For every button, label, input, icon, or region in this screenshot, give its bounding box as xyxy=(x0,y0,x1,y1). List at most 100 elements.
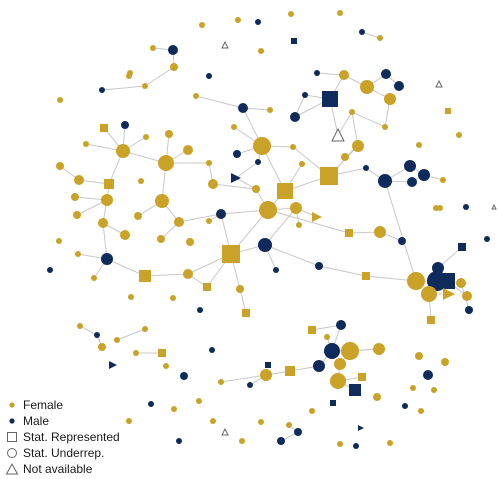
network-node xyxy=(183,145,193,155)
network-node xyxy=(440,177,446,183)
network-node xyxy=(74,175,84,185)
network-node xyxy=(134,212,142,220)
legend-label: Not available xyxy=(23,462,93,476)
network-node xyxy=(83,141,89,147)
network-node xyxy=(94,332,100,338)
network-node xyxy=(291,38,297,44)
network-node xyxy=(353,443,359,449)
network-edge xyxy=(384,180,417,282)
network-node xyxy=(285,366,295,376)
network-node xyxy=(206,160,212,166)
network-node xyxy=(423,370,433,380)
legend-item-not-available: Not available xyxy=(5,461,120,477)
network-node xyxy=(260,369,272,381)
network-edge xyxy=(337,111,353,136)
network-node xyxy=(252,185,260,193)
network-edge xyxy=(264,244,320,267)
network-node xyxy=(239,438,245,444)
network-node xyxy=(330,400,336,406)
network-node xyxy=(197,307,203,313)
network-node xyxy=(206,73,212,79)
network-node xyxy=(206,218,212,224)
network-node xyxy=(101,194,113,206)
network-edge xyxy=(267,209,350,234)
network-node xyxy=(73,211,81,219)
network-node xyxy=(210,418,216,424)
network-node xyxy=(171,406,177,412)
network-node xyxy=(231,124,237,130)
legend-label: Stat. Underrep. xyxy=(23,446,105,460)
network-node xyxy=(265,362,271,368)
network-node xyxy=(150,45,156,51)
network-node xyxy=(176,438,182,444)
network-node xyxy=(349,384,361,396)
network-node xyxy=(320,167,338,185)
network-node xyxy=(155,194,169,208)
network-node xyxy=(128,294,134,300)
network-node xyxy=(186,238,194,246)
network-edge xyxy=(101,85,146,91)
network-node xyxy=(458,243,466,251)
network-node xyxy=(358,373,366,381)
network-node xyxy=(168,45,178,55)
network-node xyxy=(358,425,364,431)
network-node xyxy=(359,29,365,35)
network-node xyxy=(258,48,264,54)
network-node xyxy=(445,108,451,114)
network-node xyxy=(299,161,305,167)
network-node xyxy=(402,403,408,409)
network-node xyxy=(138,178,144,184)
network-node xyxy=(221,427,229,436)
network-node xyxy=(415,352,423,360)
network-node xyxy=(435,79,443,88)
network-node xyxy=(109,361,117,369)
network-edge xyxy=(144,273,189,277)
network-node xyxy=(294,428,302,436)
network-node xyxy=(133,350,139,356)
network-node xyxy=(315,262,323,270)
network-node xyxy=(484,236,490,242)
network-node xyxy=(290,112,300,122)
network-node xyxy=(98,218,108,228)
network-node xyxy=(253,137,271,155)
legend: Female Male Stat. Represented Stat. Unde… xyxy=(5,397,120,477)
network-node xyxy=(267,107,273,113)
network-edge xyxy=(220,374,267,383)
network-node xyxy=(196,398,202,404)
network-node xyxy=(373,343,385,355)
network-node xyxy=(199,22,205,28)
network-node xyxy=(121,121,129,129)
network-edge xyxy=(106,258,146,277)
network-node xyxy=(341,153,349,161)
network-node xyxy=(339,70,349,80)
network-node xyxy=(290,144,296,150)
network-node xyxy=(421,286,437,302)
network-node xyxy=(75,251,81,257)
network-node xyxy=(120,230,130,240)
legend-item-male: Male xyxy=(5,413,120,429)
network-node xyxy=(277,183,293,199)
network-node xyxy=(324,343,340,359)
network-node xyxy=(431,387,437,393)
network-node xyxy=(418,169,430,181)
network-node xyxy=(114,337,120,343)
network-node xyxy=(158,155,174,171)
legend-label: Female xyxy=(23,398,64,412)
network-node xyxy=(221,40,229,49)
network-edge xyxy=(178,213,222,223)
network-node xyxy=(441,358,449,366)
network-node xyxy=(377,35,383,41)
network-node xyxy=(491,203,497,210)
network-node xyxy=(98,343,106,351)
network-node xyxy=(407,177,417,187)
network-edge xyxy=(195,95,244,109)
network-edge xyxy=(144,66,175,87)
network-node xyxy=(286,422,292,428)
network-node xyxy=(308,326,316,334)
network-node xyxy=(277,437,285,445)
network-node xyxy=(170,295,176,301)
network-node xyxy=(208,179,218,189)
network-node xyxy=(158,349,166,357)
network-node xyxy=(345,229,353,237)
